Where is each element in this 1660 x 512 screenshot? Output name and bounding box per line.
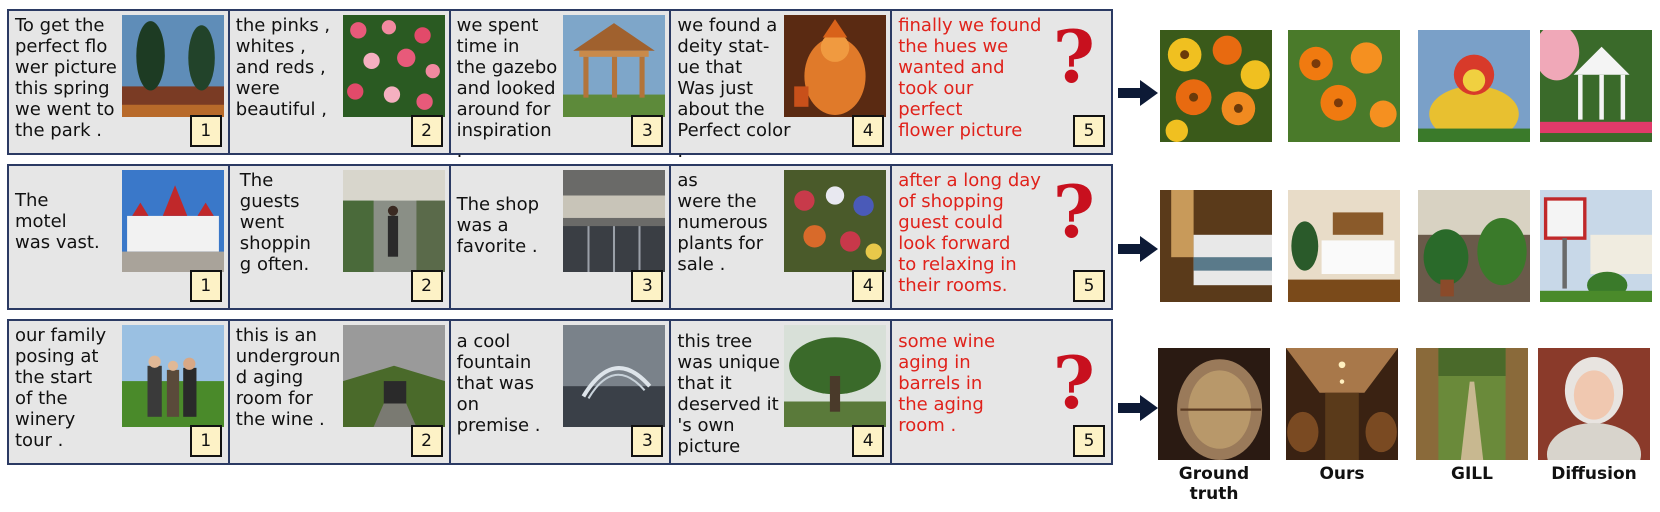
panel-number-badge: 4 bbox=[852, 115, 885, 147]
story-panel: The guests went shoppin g often. 2 bbox=[229, 166, 451, 308]
panel-number-badge: 5 bbox=[1072, 270, 1105, 302]
column-label-ours: Ours bbox=[1319, 464, 1365, 484]
target-panel: after a long day of shopping guest could… bbox=[892, 166, 1111, 308]
story-panel: this is an undergroun d aging room for t… bbox=[229, 321, 451, 463]
panel-number-badge: 5 bbox=[1072, 115, 1105, 147]
arrow-right-icon bbox=[1118, 395, 1158, 421]
orange-yellow-flowers bbox=[1160, 30, 1272, 142]
panel-text: The guests went shoppin g often. bbox=[239, 170, 311, 275]
pine-trees-park-photo bbox=[121, 15, 224, 117]
flower-bush-photo bbox=[342, 15, 445, 117]
story-panel: the pinks , whites , and reds , were bea… bbox=[229, 11, 451, 153]
shop-front-photo bbox=[563, 170, 666, 272]
panel-number-badge: 1 bbox=[189, 270, 222, 302]
gazebo-photo bbox=[563, 15, 666, 117]
story-row-1: To get the perfect flo wer picture this … bbox=[7, 9, 1113, 162]
panel-number-badge: 3 bbox=[631, 270, 664, 302]
panel-number-badge: 2 bbox=[410, 270, 443, 302]
hotel-room-bed bbox=[1160, 190, 1272, 302]
story-row-3: our family posing at the start of the wi… bbox=[7, 319, 1113, 465]
panel-text: the pinks , whites , and reds , were bea… bbox=[235, 15, 331, 120]
barrel-cellar bbox=[1286, 348, 1398, 460]
question-mark-icon: ? bbox=[1052, 14, 1095, 99]
panel-number-badge: 1 bbox=[189, 425, 222, 457]
panel-text: The shop was a favorite . bbox=[456, 194, 540, 257]
family-winery-photo bbox=[121, 325, 224, 427]
panel-text: this tree was unique that it deserved it… bbox=[677, 331, 780, 457]
story-row-2: The motel was vast. 1 The guests went sh… bbox=[7, 164, 1113, 310]
target-text: finally we found the hues we wanted and … bbox=[898, 15, 1042, 141]
target-text: after a long day of shopping guest could… bbox=[898, 170, 1041, 296]
question-mark-icon: ? bbox=[1052, 340, 1095, 425]
panel-text: we spent time in the gazebo and looked a… bbox=[456, 15, 558, 162]
shopping-street-photo bbox=[342, 170, 445, 272]
story-panel: as were the numerous plants for sale . 4 bbox=[671, 166, 893, 308]
tree-lined-path bbox=[1416, 348, 1528, 460]
elderly-woman-portrait bbox=[1538, 348, 1650, 460]
panel-text: our family posing at the start of the wi… bbox=[15, 325, 107, 451]
story-panel: The shop was a favorite . 3 bbox=[450, 166, 672, 308]
decorated-statue bbox=[1418, 30, 1530, 142]
panel-text: a cool fountain that was on premise . bbox=[456, 331, 541, 436]
column-label-ground-truth: Ground truth bbox=[1178, 464, 1250, 504]
target-text: some wine aging in barrels in the aging … bbox=[898, 331, 996, 436]
unique-tree-photo bbox=[784, 325, 887, 427]
panel-text: this is an undergroun d aging room for t… bbox=[235, 325, 341, 430]
panel-number-badge: 3 bbox=[631, 115, 664, 147]
bright-hotel-room bbox=[1288, 190, 1400, 302]
story-panel: a cool fountain that was on premise . 3 bbox=[450, 321, 672, 463]
target-panel: finally we found the hues we wanted and … bbox=[892, 11, 1111, 153]
panel-text: we found a deity stat- ue that Was just … bbox=[677, 15, 791, 162]
panel-text: as were the numerous plants for sale . bbox=[677, 170, 768, 275]
story-panel: we found a deity stat- ue that Was just … bbox=[671, 11, 893, 162]
story-panel: To get the perfect flo wer picture this … bbox=[9, 11, 230, 153]
arrow-right-icon bbox=[1118, 236, 1158, 262]
column-label-gill: GILL bbox=[1451, 464, 1493, 484]
panel-number-badge: 1 bbox=[189, 115, 222, 147]
panel-number-badge: 2 bbox=[410, 425, 443, 457]
wine-barrel-closeup bbox=[1158, 348, 1270, 460]
panel-number-badge: 4 bbox=[852, 425, 885, 457]
underground-room-photo bbox=[342, 325, 445, 427]
panel-text: The motel was vast. bbox=[15, 190, 100, 253]
hotel-building-photo bbox=[121, 170, 224, 272]
story-panel: we spent time in the gazebo and looked a… bbox=[450, 11, 672, 162]
arrow-right-icon bbox=[1118, 80, 1158, 106]
orange-flowers bbox=[1288, 30, 1400, 142]
deity-statue-photo bbox=[784, 15, 887, 117]
story-panel: our family posing at the start of the wi… bbox=[9, 321, 230, 463]
white-gazebo bbox=[1540, 30, 1652, 142]
panel-number-badge: 4 bbox=[852, 270, 885, 302]
plant-market-photo bbox=[784, 170, 887, 272]
motel-sign bbox=[1540, 190, 1652, 302]
plants-courtyard bbox=[1418, 190, 1530, 302]
panel-text: To get the perfect flo wer picture this … bbox=[15, 15, 117, 141]
panel-number-badge: 5 bbox=[1072, 425, 1105, 457]
story-panel: The motel was vast. 1 bbox=[9, 166, 230, 308]
fountain-photo bbox=[563, 325, 666, 427]
panel-number-badge: 2 bbox=[410, 115, 443, 147]
story-panel: this tree was unique that it deserved it… bbox=[671, 321, 893, 463]
panel-number-badge: 3 bbox=[631, 425, 664, 457]
question-mark-icon: ? bbox=[1052, 169, 1095, 254]
column-label-diffusion: Diffusion bbox=[1551, 464, 1637, 484]
target-panel: some wine aging in barrels in the aging … bbox=[892, 321, 1111, 463]
